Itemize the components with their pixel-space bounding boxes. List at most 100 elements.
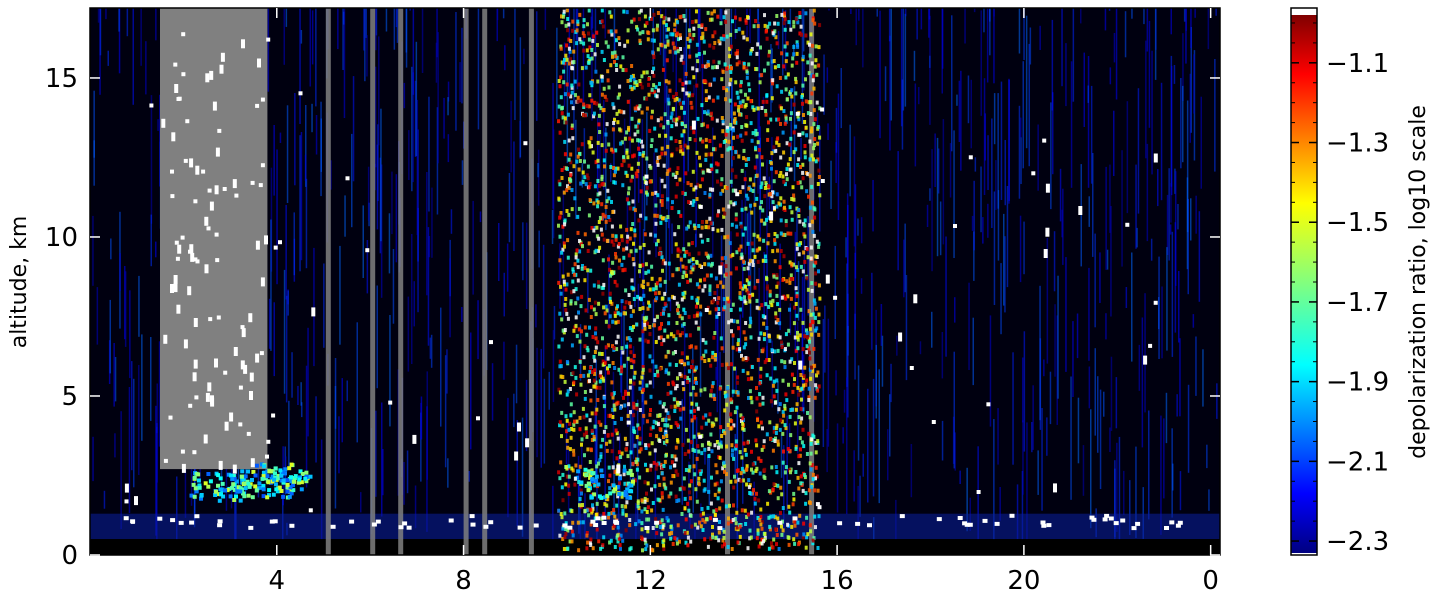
flagged-point [798, 360, 803, 370]
flagged-point [644, 174, 649, 179]
noise-pixel [667, 17, 671, 22]
noise-pixel [730, 66, 733, 71]
noise-pixel [656, 47, 660, 52]
flagged-point [278, 240, 282, 245]
noise-pixel [755, 396, 759, 401]
noise-pixel [662, 476, 666, 481]
field-streak [699, 311, 702, 397]
noise-pixel [742, 65, 746, 70]
field-streak [1088, 366, 1091, 409]
noise-pixel [719, 280, 723, 285]
noise-pixel [749, 99, 753, 104]
noise-pixel [606, 366, 609, 371]
noise-pixel [691, 36, 695, 41]
noise-pixel [750, 510, 754, 515]
noise-pixel [800, 32, 803, 37]
field-streak [159, 94, 161, 187]
noise-pixel [678, 15, 682, 20]
noise-pixel [560, 168, 564, 172]
field-streak [320, 101, 322, 197]
field-streak [610, 163, 612, 182]
noise-pixel [669, 524, 673, 529]
noise-pixel [610, 32, 614, 37]
noise-pixel [804, 33, 808, 38]
field-streak [693, 85, 695, 96]
noise-pixel [801, 176, 805, 181]
noise-pixel [784, 347, 787, 351]
noise-pixel [814, 271, 818, 276]
noise-pixel [688, 32, 692, 37]
noise-pixel [692, 75, 696, 80]
noise-pixel [774, 315, 778, 320]
noise-pixel [648, 128, 652, 133]
noise-pixel [617, 242, 621, 246]
noise-pixel [715, 169, 719, 174]
noise-pixel [594, 248, 598, 253]
noise-pixel [692, 130, 696, 135]
noise-pixel [630, 365, 634, 370]
field-streak [654, 449, 657, 550]
noise-pixel [656, 475, 660, 480]
cloud-pixel [602, 495, 607, 500]
noise-pixel [785, 177, 789, 182]
noise-pixel [814, 254, 818, 259]
flagged-point [1113, 521, 1119, 526]
field-streak [313, 247, 315, 367]
noise-pixel [649, 144, 653, 148]
noise-pixel [576, 19, 580, 24]
noise-pixel [576, 520, 580, 525]
field-streak [305, 178, 308, 269]
noise-pixel [652, 419, 656, 424]
noise-pixel [695, 68, 699, 73]
noise-pixel [805, 344, 809, 349]
noise-pixel [652, 460, 656, 465]
noise-pixel [613, 366, 617, 370]
field-streak [109, 299, 111, 374]
noise-pixel [813, 215, 817, 220]
noise-pixel [771, 448, 775, 453]
noise-pixel [583, 175, 587, 180]
field-streak [796, 209, 798, 253]
noise-pixel [805, 378, 809, 383]
noise-pixel [758, 246, 762, 251]
noise-pixel [675, 267, 679, 272]
field-streak [323, 263, 325, 348]
noise-pixel [670, 460, 674, 465]
flagged-point [157, 516, 163, 521]
noise-pixel [809, 256, 813, 261]
noise-pixel [725, 362, 729, 367]
noise-pixel [618, 258, 621, 263]
field-streak [964, 8, 966, 44]
noise-pixel [760, 218, 764, 223]
noise-pixel [596, 192, 600, 197]
noise-pixel [688, 464, 692, 469]
noise-pixel [745, 515, 749, 519]
noise-pixel [738, 112, 741, 117]
noise-pixel [686, 181, 690, 186]
field-streak [789, 303, 792, 335]
noise-pixel [808, 415, 812, 420]
field-streak [119, 253, 121, 292]
noise-pixel [638, 264, 642, 269]
noise-pixel [585, 332, 589, 337]
noise-pixel [643, 96, 647, 101]
noise-pixel [761, 162, 764, 167]
noise-pixel [578, 37, 582, 42]
noise-pixel [788, 205, 792, 210]
noise-pixel [753, 202, 757, 207]
noise-pixel [676, 20, 679, 25]
noise-pixel [731, 333, 735, 338]
field-streak [461, 27, 463, 104]
noise-pixel [762, 439, 766, 444]
noise-pixel [752, 488, 755, 493]
noise-pixel [671, 542, 675, 546]
surface-band [90, 539, 1220, 555]
noise-pixel [688, 483, 692, 488]
noise-pixel [585, 546, 589, 551]
field-streak [1115, 377, 1118, 429]
noise-pixel [690, 401, 694, 406]
field-streak [412, 72, 414, 183]
noise-pixel [612, 346, 616, 350]
noise-pixel [675, 301, 679, 306]
noise-pixel [728, 98, 732, 103]
